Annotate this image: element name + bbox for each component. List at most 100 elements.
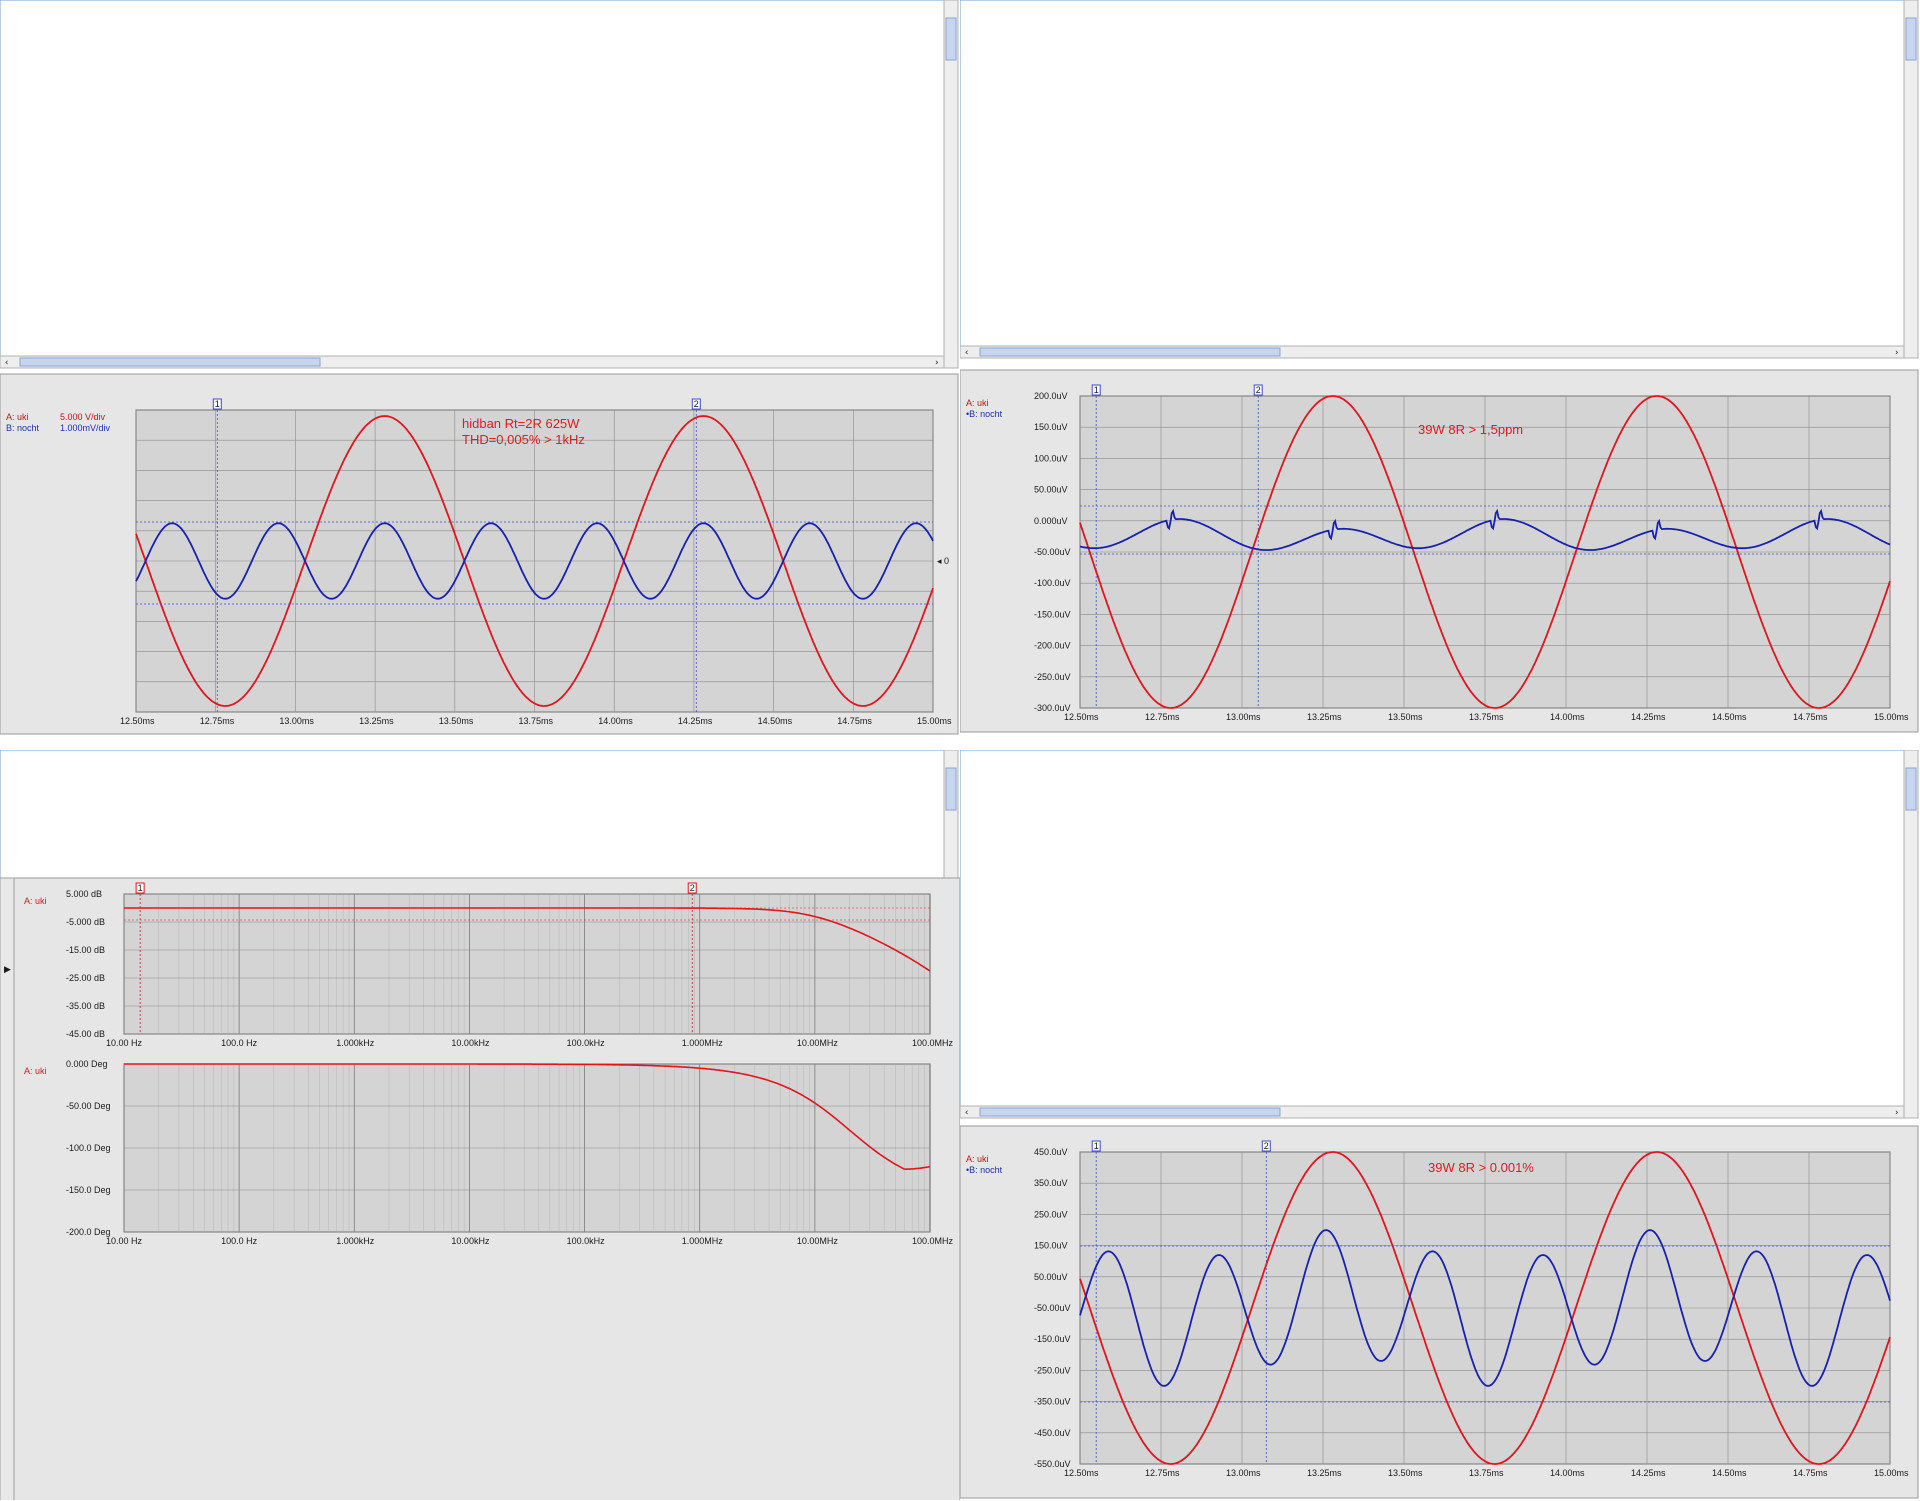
scroll-right-arrow: ›	[1894, 348, 1899, 358]
legend-scale: 1.000mV/div	[60, 423, 111, 433]
x-tick-label: 12.50ms	[1064, 712, 1099, 722]
vertical-scrollbar[interactable]	[1903, 0, 1919, 359]
legend-entry: A: uki	[6, 412, 29, 422]
cursor-label-1: 1	[1094, 385, 1099, 395]
scroll-left-arrow: ‹	[964, 1108, 969, 1118]
panel-svg-bottom-left: 17.68 V⊕ AC V-64.08mA⊕ DC A17.68 V⊕ AC V…	[0, 750, 960, 1500]
x-tick-label: 14.25ms	[1631, 1468, 1666, 1478]
x-tick-label: 10.00MHz	[797, 1236, 839, 1246]
x-tick-label: 13.25ms	[359, 716, 394, 726]
plot-annotation: 39W 8R > 1,5ppm	[1418, 422, 1523, 437]
scroll-right-arrow: ›	[1894, 1108, 1899, 1118]
y-tick-label: -450.0uV	[1034, 1428, 1071, 1438]
trace-b-nocht	[135, 522, 934, 600]
x-tick-label: 13.75ms	[519, 716, 554, 726]
magnitude-plot-area	[123, 893, 931, 1035]
x-tick-label: 14.50ms	[1712, 712, 1747, 722]
y-tick-label: -25.00 dB	[66, 973, 105, 983]
legend-entry: A: uki	[966, 398, 989, 408]
x-tick-label: 13.00ms	[1226, 1468, 1261, 1478]
vertical-scroll-thumb[interactable]	[1905, 17, 1917, 61]
x-tick-label: 14.00ms	[1550, 712, 1585, 722]
x-tick-label: 13.00ms	[1226, 712, 1261, 722]
x-tick-label: 10.00MHz	[797, 1038, 839, 1048]
horizontal-scroll-thumb[interactable]	[19, 357, 321, 367]
cursor-label-1: 1	[1094, 1141, 1099, 1151]
horizontal-scroll-thumb[interactable]	[979, 1107, 1281, 1117]
x-tick-label: 100.0MHz	[912, 1038, 954, 1048]
cursor-handle-1[interactable]	[212, 398, 222, 410]
y-tick-label: 150.0uV	[1034, 422, 1068, 432]
x-tick-label: 15.00ms	[1874, 712, 1909, 722]
bode-side-bar	[0, 877, 15, 1500]
x-tick-label: 14.50ms	[758, 716, 793, 726]
y-tick-label: -150.0uV	[1034, 609, 1071, 619]
schematic-window	[960, 750, 1919, 1119]
x-tick-label: 14.75ms	[837, 716, 872, 726]
x-tick-label: 14.25ms	[1631, 712, 1666, 722]
y-tick-label: -100.0 Deg	[66, 1143, 111, 1153]
x-tick-label: 14.50ms	[1712, 1468, 1747, 1478]
schematic-window	[0, 0, 959, 369]
x-tick-label: 13.75ms	[1469, 1468, 1504, 1478]
y-tick-label: -200.0 Deg	[66, 1227, 111, 1237]
cursor-handle-2[interactable]	[1261, 1140, 1271, 1152]
vertical-scroll-thumb[interactable]	[945, 767, 957, 811]
cursor-label-2: 2	[1264, 1141, 1269, 1151]
cursor-handle-2[interactable]	[1253, 384, 1263, 396]
selected-row-arrow: ▶	[4, 964, 11, 974]
cursor-handle-1[interactable]	[135, 882, 145, 894]
scroll-right-arrow: ›	[934, 358, 939, 368]
x-tick-label: 13.50ms	[1388, 712, 1423, 722]
x-tick-label: 10.00kHz	[451, 1038, 490, 1048]
scroll-left-arrow: ‹	[964, 348, 969, 358]
y-tick-label: -100.0uV	[1034, 578, 1071, 588]
y-tick-label: -250.0uV	[1034, 1365, 1071, 1375]
vertical-scroll-thumb[interactable]	[1905, 767, 1917, 811]
x-tick-label: 14.75ms	[1793, 712, 1828, 722]
y-tick-label: 100.0uV	[1034, 453, 1068, 463]
cursor-handle-2[interactable]	[687, 882, 697, 894]
cursor-handle-1[interactable]	[1091, 384, 1101, 396]
y-tick-label: 0.000uV	[1034, 516, 1068, 526]
vertical-scroll-thumb[interactable]	[945, 17, 957, 61]
panel-top-left: 17.68 V⊕ AC V-64.08mA⊕ DC A17.68 V⊕ AC V…	[0, 0, 960, 750]
schematic-window	[960, 0, 1919, 359]
y-tick-label: -5.000 dB	[66, 917, 105, 927]
legend-entry: A: uki	[966, 1154, 989, 1164]
scroll-left-arrow: ‹	[4, 358, 9, 368]
zero-marker: ◂ 0	[937, 556, 949, 566]
trace-magnitude	[124, 907, 931, 972]
x-tick-label: 10.00 Hz	[106, 1236, 143, 1246]
y-tick-label: 50.00uV	[1034, 1272, 1068, 1282]
vertical-scrollbar[interactable]	[1903, 750, 1919, 1119]
y-tick-label: -150.0 Deg	[66, 1185, 111, 1195]
x-tick-label: 13.50ms	[1388, 1468, 1423, 1478]
cursor-handle-1[interactable]	[1091, 1140, 1101, 1152]
y-tick-label: -150.0uV	[1034, 1334, 1071, 1344]
vertical-scrollbar[interactable]	[943, 0, 959, 369]
x-tick-label: 15.00ms	[1874, 1468, 1909, 1478]
y-tick-label: 350.0uV	[1034, 1178, 1068, 1188]
horizontal-scroll-thumb[interactable]	[979, 347, 1281, 357]
panel-bottom-left: 17.68 V⊕ AC V-64.08mA⊕ DC A17.68 V⊕ AC V…	[0, 750, 960, 1500]
panel-bottom-right: 17.68 V⊕ AC V-64.08mA⊕ DC A17.68 V⊕ AC V…	[960, 750, 1920, 1500]
x-tick-label: 1.000kHz	[336, 1236, 375, 1246]
y-tick-label: -250.0uV	[1034, 672, 1071, 682]
x-tick-label: 1.000MHz	[682, 1038, 724, 1048]
trace-b-nocht	[1079, 1229, 1891, 1387]
x-tick-label: 13.25ms	[1307, 1468, 1342, 1478]
legend-scale: 5.000 V/div	[60, 412, 106, 422]
cursor-handle-2[interactable]	[691, 398, 701, 410]
y-tick-label: 50.00uV	[1034, 485, 1068, 495]
y-tick-label: -45.00 dB	[66, 1029, 105, 1039]
legend-entry: A: uki	[24, 896, 47, 906]
x-tick-label: 13.25ms	[1307, 712, 1342, 722]
x-tick-label: 13.00ms	[279, 716, 314, 726]
y-tick-label: -300.0uV	[1034, 703, 1071, 713]
y-tick-label: 0.000 Deg	[66, 1059, 108, 1069]
plot-annotation: 39W 8R > 0.001%	[1428, 1160, 1534, 1175]
panel-top-right: 17.68 V⊕ AC V-64.08mA⊕ DC A17.68 V⊕ AC V…	[960, 0, 1920, 750]
x-tick-label: 10.00 Hz	[106, 1038, 143, 1048]
x-tick-label: 14.25ms	[678, 716, 713, 726]
